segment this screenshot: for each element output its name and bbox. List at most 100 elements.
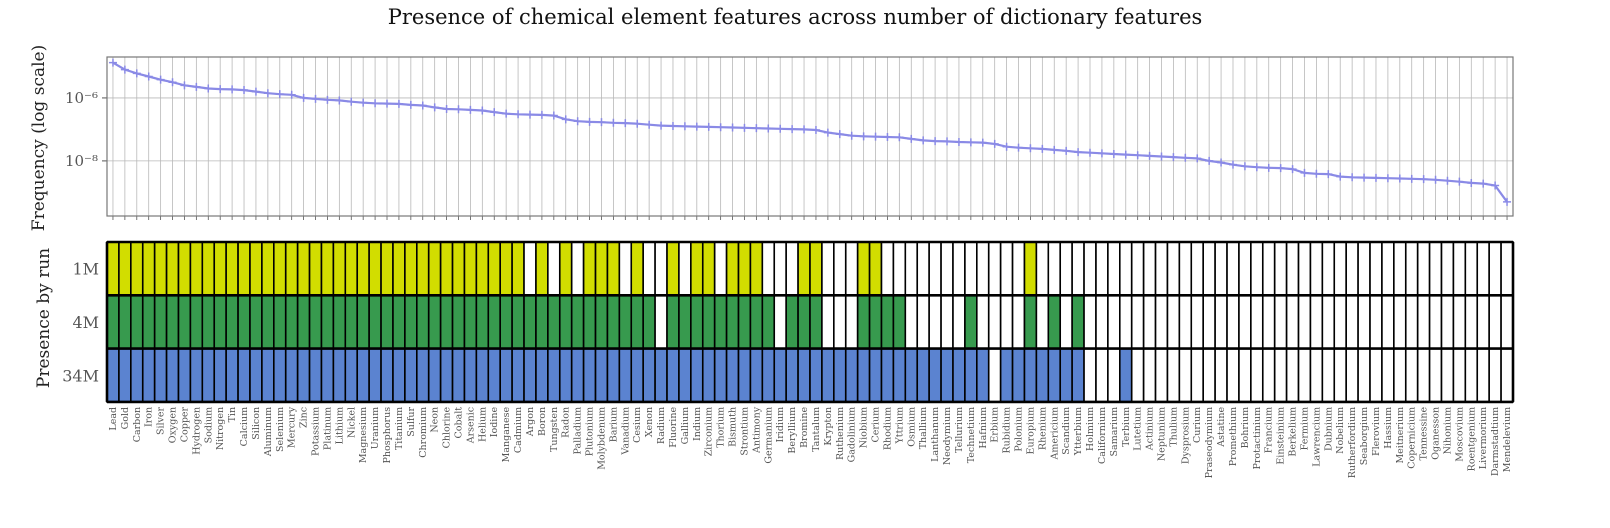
presence-cell — [558, 347, 573, 403]
presence-cell — [1130, 347, 1145, 403]
presence-cell — [654, 294, 668, 350]
presence-cell — [1238, 241, 1252, 297]
presence-cell — [868, 241, 883, 297]
element-label: Palladium — [573, 407, 584, 455]
presence-cell — [1226, 347, 1240, 403]
frequency-panel: 10⁻⁶ 10⁻⁸ Frequency (log scale) — [29, 45, 1514, 231]
presence-cell — [1035, 347, 1050, 403]
presence-cell — [1428, 347, 1443, 403]
element-label: Rhenium — [1037, 407, 1048, 450]
presence-cell — [987, 347, 1002, 403]
presence-cell — [1178, 241, 1193, 297]
presence-cell — [308, 294, 323, 350]
presence-cell — [558, 241, 573, 297]
presence-cell — [404, 294, 418, 350]
element-label: Tennessine — [1419, 407, 1430, 461]
presence-cell — [273, 241, 287, 297]
frequency-gridlines — [107, 57, 1513, 216]
presence-cell — [725, 347, 740, 403]
presence-cell — [642, 347, 656, 403]
presence-cell — [1178, 347, 1193, 403]
data-point — [430, 103, 439, 112]
data-point — [835, 130, 844, 139]
presence-cell — [630, 347, 644, 403]
presence-cell — [1023, 347, 1038, 403]
data-point — [1348, 173, 1357, 182]
presence-cell — [201, 347, 216, 403]
presence-cell — [177, 294, 192, 350]
data-point — [1407, 174, 1416, 183]
presence-cell — [1321, 294, 1336, 350]
presence-cell — [439, 347, 454, 403]
presence-cell — [177, 347, 192, 403]
presence-cell — [392, 347, 406, 403]
presence-cell — [868, 347, 883, 403]
presence-cell — [666, 241, 680, 297]
presence-cell — [880, 294, 895, 350]
element-label: Lead — [108, 407, 119, 431]
presence-cell — [392, 294, 406, 350]
presence-cell — [308, 347, 323, 403]
data-point — [1121, 150, 1130, 159]
presence-grid — [105, 240, 1515, 404]
presence-cell — [130, 241, 144, 297]
data-point — [1097, 149, 1106, 158]
presence-cell — [1095, 347, 1109, 403]
presence-cell — [249, 347, 263, 403]
data-point — [645, 120, 654, 129]
presence-cell — [237, 347, 251, 403]
data-point — [919, 136, 928, 145]
presence-cell — [856, 294, 871, 350]
data-point — [132, 69, 141, 78]
presence-cell — [1083, 347, 1097, 403]
presence-cell — [1345, 294, 1359, 350]
element-label: Lanthanum — [930, 407, 941, 462]
element-label: Samarium — [1109, 407, 1120, 457]
element-label: Nickel — [346, 407, 357, 438]
data-point — [1217, 158, 1226, 167]
presence-cell — [427, 294, 442, 350]
data-point — [585, 117, 594, 126]
presence-cell — [261, 294, 275, 350]
presence-cell — [308, 241, 323, 297]
presence-cell — [773, 294, 787, 350]
data-point — [1491, 181, 1500, 190]
element-label: Helium — [477, 407, 488, 442]
frequency-x-ticks — [112, 216, 1508, 220]
presence-cell — [511, 347, 525, 403]
presence-cell — [582, 241, 597, 297]
element-label: Rubidium — [1002, 407, 1013, 454]
presence-cell — [237, 241, 251, 297]
element-label: Tungsten — [549, 407, 560, 452]
presence-cell — [439, 241, 454, 297]
presence-cell — [320, 294, 335, 350]
presence-cell — [1404, 347, 1419, 403]
element-label: Neon — [430, 407, 441, 433]
data-point — [192, 82, 201, 91]
presence-cell — [106, 241, 120, 297]
presence-cell — [1285, 241, 1300, 297]
presence-cell — [1035, 241, 1050, 297]
presence-cell — [749, 347, 764, 403]
element-label: Californium — [1097, 407, 1108, 464]
element-label: Titanium — [394, 407, 405, 450]
presence-cell — [1452, 347, 1467, 403]
presence-cell — [1393, 241, 1407, 297]
data-point — [609, 118, 618, 127]
presence-cell — [833, 347, 847, 403]
data-point — [466, 105, 475, 114]
element-label: Actinium — [1145, 407, 1156, 451]
presence-cell — [833, 241, 847, 297]
presence-cell — [189, 294, 204, 350]
run-label: 34M — [62, 366, 99, 385]
data-point — [1479, 179, 1488, 188]
presence-axis-label: Presence by run — [34, 248, 54, 388]
data-point — [1205, 156, 1214, 165]
presence-cell — [809, 241, 823, 297]
data-point — [525, 110, 534, 119]
presence-cell — [1309, 294, 1324, 350]
data-point — [895, 133, 904, 142]
presence-cell — [499, 294, 513, 350]
presence-cell — [940, 347, 954, 403]
element-label: Polonium — [1014, 407, 1025, 452]
